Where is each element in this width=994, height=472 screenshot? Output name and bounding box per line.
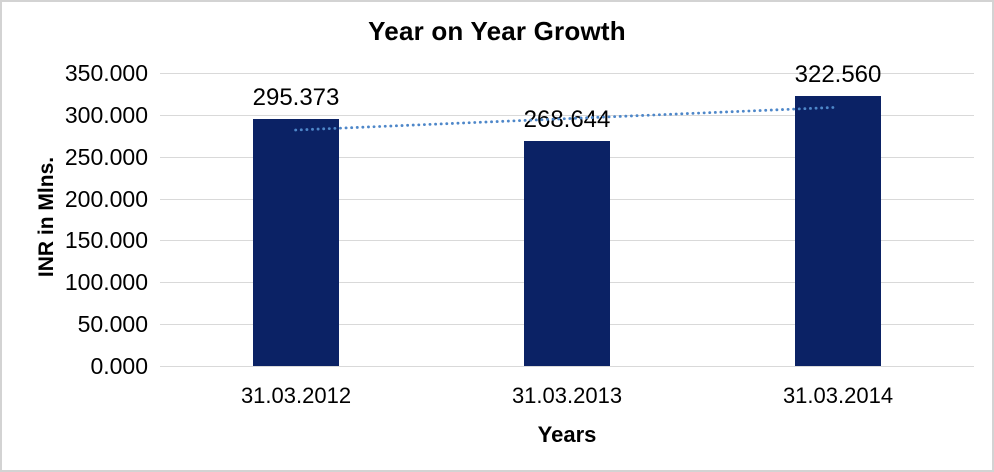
y-axis-tick-label: 250.000	[64, 144, 148, 170]
y-axis-tick-label: 50.000	[77, 311, 148, 337]
y-axis-tick-label: 100.000	[64, 269, 148, 295]
x-axis-tick-label: 31.03.2013	[511, 383, 623, 408]
bar-31.03.2012	[253, 119, 339, 366]
bar-31.03.2013	[524, 141, 610, 366]
y-axis-tick-label: 350.000	[64, 60, 148, 86]
gridline	[160, 366, 974, 367]
y-axis-title: INR in Mlns.	[35, 156, 58, 278]
gridline	[160, 73, 974, 74]
y-axis-tick-label: 200.000	[64, 186, 148, 212]
data-label: 322.560	[794, 61, 882, 88]
x-axis-tick-label: 31.03.2014	[782, 383, 894, 408]
y-axis-tick-label: 0.000	[90, 353, 148, 379]
data-label: 295.373	[252, 84, 340, 111]
x-axis-tick-label: 31.03.2012	[240, 383, 352, 408]
chart-title: Year on Year Growth	[368, 16, 626, 46]
y-axis-tick-label: 150.000	[64, 227, 148, 253]
x-axis-title: Years	[537, 422, 597, 447]
plot-area: 295.373 268.644 322.560	[160, 63, 974, 367]
bar-31.03.2014	[795, 96, 881, 366]
y-axis-tick-label: 300.000	[64, 102, 148, 128]
data-label: 268.644	[523, 106, 611, 133]
